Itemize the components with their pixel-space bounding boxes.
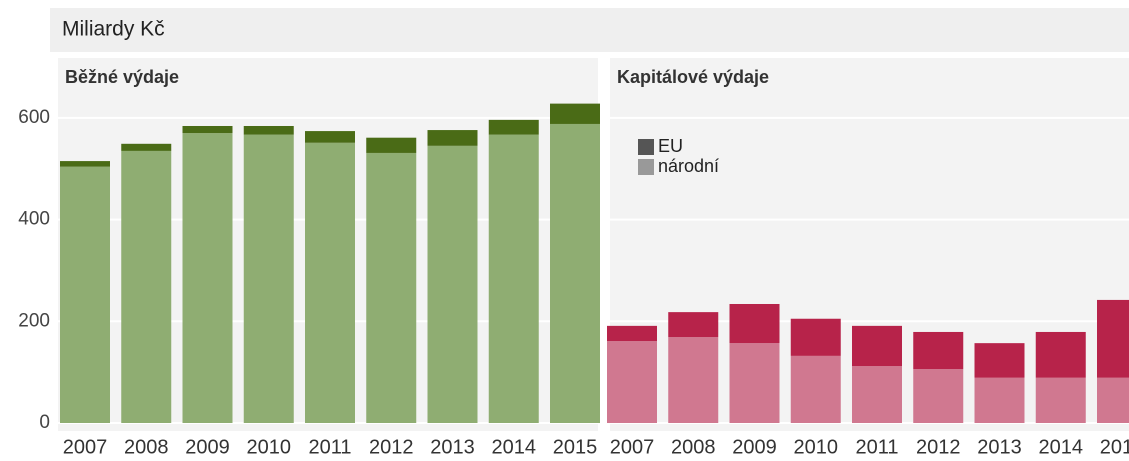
bar-segment <box>366 137 417 153</box>
legend-label: EU <box>658 136 683 156</box>
bar-segment <box>366 152 417 423</box>
x-tick-label: 2009 <box>185 436 230 458</box>
x-tick-label: 2012 <box>369 436 414 458</box>
bar-segment <box>60 166 110 423</box>
bar-segment <box>550 123 600 424</box>
bar-segment <box>852 366 902 423</box>
bar-segment <box>243 125 294 135</box>
x-tick-label: 2008 <box>671 436 716 458</box>
x-tick-label: 2012 <box>916 436 961 458</box>
x-tick-label: 2010 <box>794 436 839 458</box>
panel-title: Běžné výdaje <box>65 67 179 87</box>
x-tick-label: 2008 <box>124 436 169 458</box>
bar-segment <box>790 355 841 423</box>
bar-segment <box>852 325 902 367</box>
x-tick-label: 2014 <box>492 436 537 458</box>
y-axis-label: Miliardy Kč <box>62 18 165 41</box>
x-tick-label: 2011 <box>855 436 898 458</box>
bar-segment <box>974 377 1025 423</box>
x-tick-label: 2010 <box>247 436 292 458</box>
bar-segment <box>488 134 539 423</box>
bar-segment <box>182 133 233 423</box>
x-tick-label: 2013 <box>977 436 1022 458</box>
bar-segment <box>121 143 172 151</box>
legend-label: národní <box>658 156 719 176</box>
x-tick-label: 2014 <box>1039 436 1084 458</box>
x-tick-label: 2015 <box>1100 436 1129 458</box>
bar-segment <box>668 312 719 338</box>
x-tick-label: 2015 <box>553 436 598 458</box>
legend-swatch <box>638 139 654 155</box>
bar-segment <box>1035 331 1086 378</box>
bar-segment <box>550 103 600 124</box>
bar-segment <box>305 131 355 143</box>
y-tick-label: 0 <box>39 412 50 433</box>
bar-segment <box>790 318 841 356</box>
bar-segment <box>243 134 294 423</box>
bar-segment <box>913 369 964 423</box>
y-tick-label: 200 <box>18 310 50 331</box>
bar-segment <box>427 145 478 424</box>
bar-segment <box>488 119 539 135</box>
bar-segment <box>607 341 657 423</box>
bar-segment <box>974 343 1025 378</box>
x-tick-label: 2007 <box>610 436 655 458</box>
x-tick-label: 2013 <box>430 436 475 458</box>
legend-swatch <box>638 159 654 175</box>
x-tick-label: 2009 <box>732 436 777 458</box>
bar-segment <box>1035 377 1086 423</box>
bar-segment <box>1097 377 1129 423</box>
bar-segment <box>427 130 478 146</box>
bar-segment <box>729 303 780 344</box>
y-tick-label: 400 <box>18 209 50 230</box>
header-band <box>50 8 1129 52</box>
bar-segment <box>668 337 719 423</box>
bar-segment <box>182 125 233 134</box>
bar-segment <box>607 325 657 342</box>
y-tick-label: 600 <box>18 107 50 128</box>
bar-segment <box>913 331 964 370</box>
x-tick-label: 2011 <box>308 436 351 458</box>
bar-segment <box>60 161 110 167</box>
bar-segment <box>121 150 172 423</box>
panel-title: Kapitálové výdaje <box>617 67 769 87</box>
bar-segment <box>1097 299 1129 378</box>
bar-segment <box>305 142 355 423</box>
bar-segment <box>729 343 780 423</box>
x-tick-label: 2007 <box>63 436 108 458</box>
